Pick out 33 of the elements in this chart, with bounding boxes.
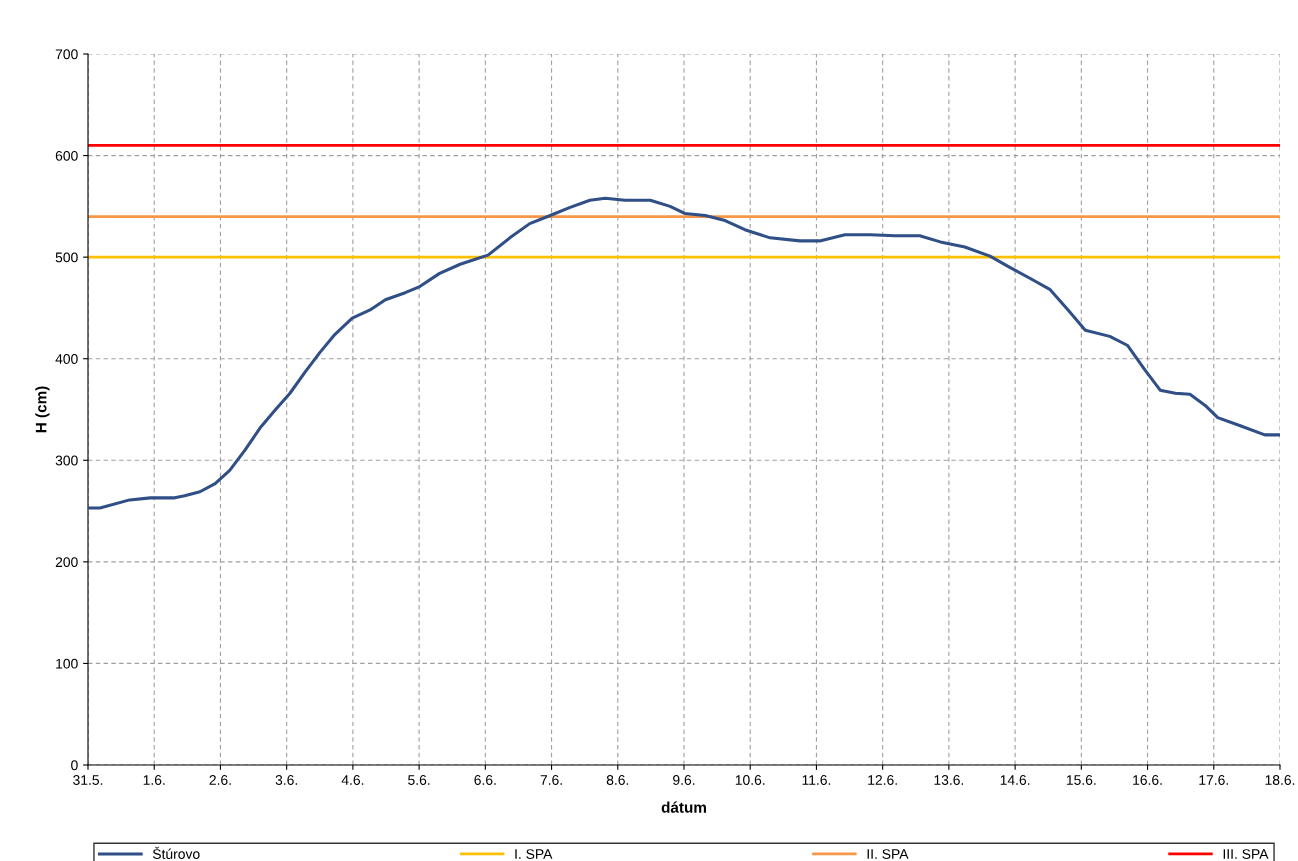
x-tick-label: 7.6. (540, 775, 562, 785)
x-tick-label: 3.6. (275, 775, 297, 785)
x-tick-label: 2.6. (209, 775, 231, 785)
x-tick-label: 9.6. (673, 775, 695, 785)
x-tick-label: 13.6. (934, 775, 964, 785)
x-tick-label: 14.6. (1000, 775, 1030, 785)
x-tick-label: 15.6. (1066, 775, 1096, 785)
x-tick-label: 31.5. (73, 775, 103, 785)
x-tick-label: 16.6. (1133, 775, 1162, 785)
x-tick-label: 5.6. (408, 775, 430, 785)
x-axis-title: dátum (661, 801, 706, 813)
y-tick-label: 100 (56, 658, 78, 669)
y-tick-label: 400 (55, 354, 78, 364)
x-tick-label: 8.6. (606, 775, 629, 785)
legend-label: I. SPA (515, 849, 553, 859)
x-tick-label: 10.6. (735, 775, 765, 785)
y-tick-label: 500 (55, 252, 78, 263)
x-tick-label: 6.6. (474, 775, 496, 785)
x-tick-label: 18.6. (1265, 775, 1295, 785)
y-tick-label: 300 (55, 455, 78, 466)
x-tick-label: 11.6. (802, 775, 831, 785)
y-tick-label: 200 (55, 557, 78, 568)
y-tick-label: 600 (55, 150, 78, 161)
legend-label: III. SPA (1223, 849, 1269, 859)
x-tick-label: 17.6. (1199, 775, 1228, 785)
x-tick-label: 12.6. (868, 775, 897, 785)
y-tick-label: 700 (55, 49, 78, 60)
x-tick-label: 1.6. (143, 775, 165, 785)
y-axis-title: H (cm) (35, 386, 50, 433)
legend-label: II. SPA (867, 849, 909, 859)
x-tick-label: 4.6. (341, 775, 364, 785)
legend-label: Štúrovo (152, 846, 200, 859)
y-tick-label: 0 (71, 760, 78, 771)
